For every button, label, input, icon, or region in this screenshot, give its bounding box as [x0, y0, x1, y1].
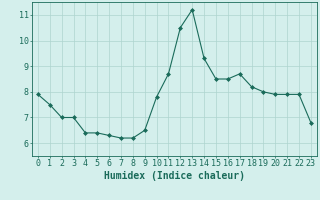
- X-axis label: Humidex (Indice chaleur): Humidex (Indice chaleur): [104, 171, 245, 181]
